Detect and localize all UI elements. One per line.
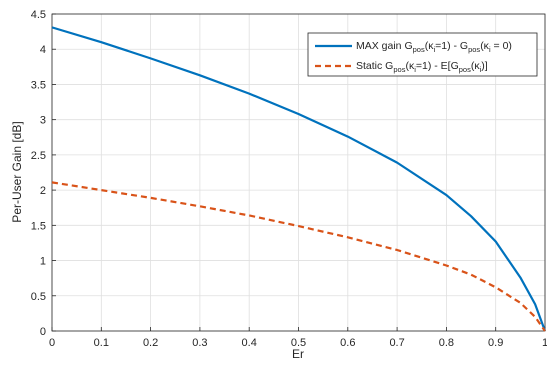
y-tick-label: 1 bbox=[40, 256, 46, 268]
y-tick-label: 0.5 bbox=[31, 291, 46, 303]
legend-1-sub1: pos bbox=[393, 65, 405, 74]
x-tick-label: 0.4 bbox=[242, 337, 257, 349]
legend-0-end: = 0) bbox=[491, 40, 512, 52]
series-lines bbox=[51, 26, 547, 332]
y-tick-label: 3.5 bbox=[31, 79, 46, 91]
x-tick-label: 0 bbox=[49, 337, 55, 349]
legend-1-mid2: (κ bbox=[471, 60, 480, 72]
legend-0-mid: (κ bbox=[425, 40, 434, 52]
x-axis-title: Er bbox=[292, 347, 304, 361]
x-tick-label: 0.8 bbox=[439, 337, 454, 349]
y-tick-label: 1.5 bbox=[31, 220, 46, 232]
x-tick-label: 0.7 bbox=[389, 337, 404, 349]
y-tick-label: 3 bbox=[40, 115, 46, 127]
x-tick-label: 0.2 bbox=[143, 337, 158, 349]
legend-1-mid: (κ bbox=[405, 60, 414, 72]
legend-1-sub4: i bbox=[480, 65, 482, 74]
x-tick-label: 1 bbox=[542, 337, 547, 349]
legend-box bbox=[307, 32, 538, 77]
legend-0-mid2: (κ bbox=[480, 40, 489, 52]
legend: MAX gain Gpos(κi=1) - Gpos(κi = 0) Stati… bbox=[307, 32, 538, 77]
legend-0-sub1: pos bbox=[413, 45, 425, 54]
legend-0-sub4: i bbox=[489, 45, 491, 54]
x-tick-label: 0.1 bbox=[94, 337, 109, 349]
legend-1-end: )] bbox=[481, 60, 487, 72]
legend-1-sub3: pos bbox=[459, 65, 471, 74]
y-tick-label: 4.5 bbox=[31, 9, 46, 21]
x-tick-label: 0.6 bbox=[340, 337, 355, 349]
y-tick-label: 2 bbox=[40, 185, 46, 197]
x-tick-label: 0.3 bbox=[192, 337, 207, 349]
legend-1-sub2: i bbox=[414, 65, 416, 74]
y-tick-label: 2.5 bbox=[31, 150, 46, 162]
x-tick-label: 0.9 bbox=[488, 337, 503, 349]
legend-label-max-gain: MAX gain Gpos(κi=1) - Gpos(κi = 0) bbox=[356, 40, 512, 54]
legend-label-static: Static Gpos(κi=1) - E[Gpos(κi)] bbox=[356, 60, 488, 74]
x-tick-label: 0.5 bbox=[291, 337, 306, 349]
series-line-static bbox=[51, 181, 546, 332]
legend-0-prefix: MAX gain G bbox=[356, 40, 413, 52]
legend-0-tail: =1) - G bbox=[435, 40, 468, 52]
legend-1-prefix: Static G bbox=[356, 60, 393, 72]
y-tick-label: 4 bbox=[40, 44, 46, 56]
legend-0-sub3: pos bbox=[468, 45, 480, 54]
y-tick-label: 0 bbox=[40, 326, 46, 338]
legend-1-tail: =1) - E[G bbox=[416, 60, 459, 72]
series-line-max-gain bbox=[51, 26, 547, 332]
legend-0-sub2: i bbox=[433, 45, 435, 54]
y-axis-title: Per-User Gain [dB] bbox=[10, 121, 24, 222]
axis-ticks: 0 0.1 0.2 0.3 0.4 0.5 0.6 0.7 0.8 0.9 1 0 0.5 1 1.5 2 2.… bbox=[31, 9, 547, 349]
